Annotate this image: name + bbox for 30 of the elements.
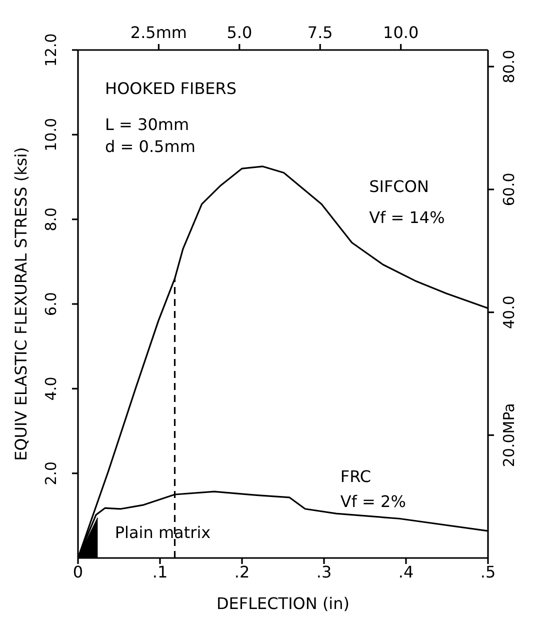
x2-tick-label: 2.5mm bbox=[130, 23, 188, 42]
y-tick-label: 2.0 bbox=[42, 461, 60, 486]
annotation: Vf = 2% bbox=[340, 492, 406, 512]
text: SIFCON bbox=[369, 177, 429, 196]
x-tick-label: 0 bbox=[72, 562, 84, 582]
y-tick-label: 12.0 bbox=[42, 33, 60, 67]
annotation: d = 0.5mm bbox=[105, 136, 196, 156]
series-label: FRC bbox=[340, 466, 372, 486]
x-tick-label: .2 bbox=[234, 562, 250, 582]
x-tick-label: .1 bbox=[152, 562, 168, 582]
y2-tick-label: 80.0 bbox=[500, 50, 518, 84]
annotation: HOOKED FIBERS bbox=[105, 79, 237, 98]
x2-tick-label: 10.0 bbox=[383, 23, 419, 42]
y-axis-title: EQUIV ELASTIC FLEXURAL STRESS (ksi) bbox=[12, 147, 31, 461]
annotation: L = 30mm bbox=[105, 114, 190, 134]
annotation: Plain matrix bbox=[114, 522, 211, 542]
annotation: Vf = 14% bbox=[369, 208, 445, 227]
x-tick-label: .4 bbox=[398, 562, 414, 582]
y2-tick-label: 40.0 bbox=[500, 296, 518, 329]
y2-tick-label: 20.0MPa bbox=[500, 403, 518, 468]
x2-tick-label: 7.5 bbox=[307, 23, 333, 42]
y-tick-label: 6.0 bbox=[42, 292, 60, 316]
x-tick-label: .5 bbox=[480, 562, 496, 582]
y-tick-label: 8.0 bbox=[42, 207, 60, 232]
y2-tick-label: 60.0 bbox=[500, 172, 518, 206]
x2-tick-label: 5.0 bbox=[226, 23, 252, 42]
x-axis-title: DEFLECTION (in) bbox=[216, 594, 350, 613]
y-tick-label: 4.0 bbox=[42, 376, 60, 401]
x-tick-label: .3 bbox=[316, 562, 332, 582]
y-tick-label: 10.0 bbox=[42, 118, 60, 152]
